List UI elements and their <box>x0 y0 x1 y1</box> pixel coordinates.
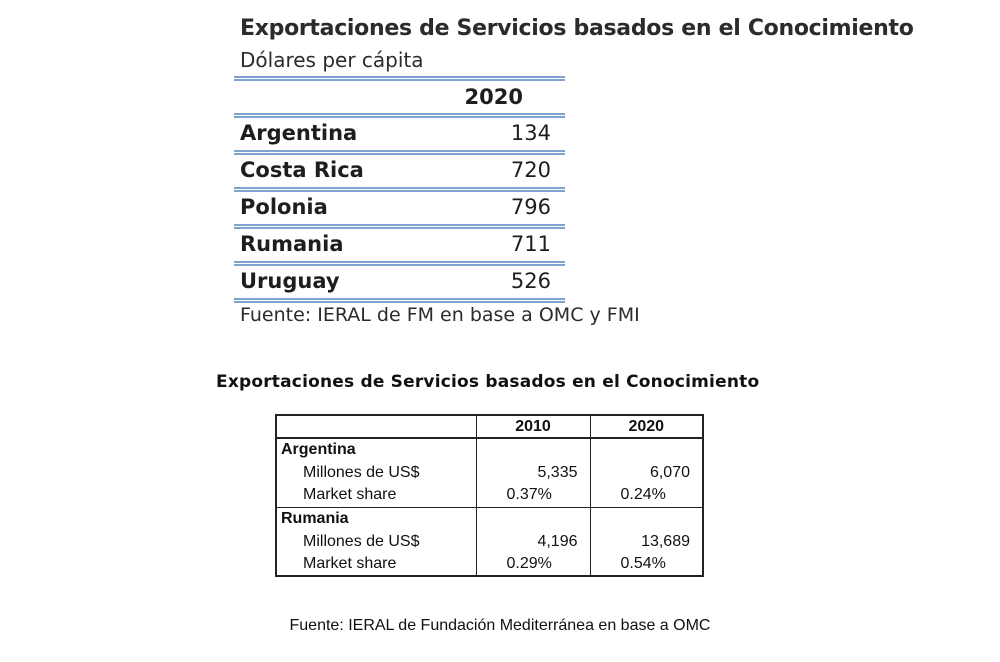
table-rule <box>234 76 565 81</box>
table-rule <box>234 113 565 118</box>
per-capita-value: 720 <box>510 158 551 182</box>
table-rule <box>234 298 565 303</box>
table-rule <box>234 150 565 155</box>
value-2010: 4,196 <box>475 530 591 553</box>
value-2010: 5,335 <box>475 461 591 484</box>
value-2020: 13,689 <box>589 530 704 553</box>
country-name: Rumania <box>240 232 344 256</box>
table1-subtitle: Dólares per cápita <box>240 48 424 72</box>
row-label: Millones de US$ <box>275 461 477 484</box>
table-rule <box>234 224 565 229</box>
group-label: Rumania <box>275 507 477 530</box>
table2-source: Fuente: IERAL de Fundación Mediterránea … <box>289 617 711 634</box>
empty-cell <box>589 507 704 530</box>
empty-cell <box>475 507 591 530</box>
header-empty-cell <box>275 414 477 439</box>
group-label: Argentina <box>275 438 477 461</box>
group-row-argentina: Argentina <box>275 438 704 461</box>
value-2020: 6,070 <box>589 461 704 484</box>
table2-header-row: 2010 2020 <box>275 414 704 439</box>
per-capita-table: 2020 Argentina 134 Costa Rica 720 Poloni… <box>234 76 565 303</box>
row-label: Market share <box>275 553 477 577</box>
empty-cell <box>589 438 704 461</box>
table-row: Millones de US$ 4,196 13,689 <box>275 530 704 553</box>
empty-cell <box>475 438 591 461</box>
table1-header-row: 2020 <box>234 81 565 113</box>
row-label: Millones de US$ <box>275 530 477 553</box>
table-row: Costa Rica 720 <box>234 155 565 187</box>
table-row: Market share 0.37% 0.24% <box>275 484 704 508</box>
table1-source: Fuente: IERAL de FM en base a OMC y FMI <box>240 304 640 326</box>
table2-title: Exportaciones de Servicios basados en el… <box>216 372 760 392</box>
header-2020: 2020 <box>589 414 704 439</box>
year-header: 2020 <box>464 85 523 109</box>
per-capita-value: 711 <box>510 232 551 256</box>
value-2020: 0.24% <box>589 484 704 508</box>
header-2010: 2010 <box>475 414 591 439</box>
per-capita-value: 796 <box>510 195 551 219</box>
table-rule <box>234 261 565 266</box>
table-row: Uruguay 526 <box>234 266 565 298</box>
country-name: Polonia <box>240 195 328 219</box>
exports-table: 2010 2020 Argentina Millones de US$ 5,33… <box>275 414 704 577</box>
value-2010: 0.37% <box>475 484 591 508</box>
country-name: Uruguay <box>240 269 340 293</box>
table-row: Polonia 796 <box>234 192 565 224</box>
country-name: Argentina <box>240 121 358 145</box>
row-label: Market share <box>275 484 477 508</box>
table-row: Market share 0.29% 0.54% <box>275 553 704 577</box>
value-2020: 0.54% <box>589 553 704 577</box>
table1-title: Exportaciones de Servicios basados en el… <box>240 16 914 41</box>
table-row: Millones de US$ 5,335 6,070 <box>275 461 704 484</box>
table-row: Rumania 711 <box>234 229 565 261</box>
table-rule <box>234 187 565 192</box>
table-row: Argentina 134 <box>234 118 565 150</box>
group-row-rumania: Rumania <box>275 507 704 530</box>
per-capita-value: 134 <box>510 121 551 145</box>
country-name: Costa Rica <box>240 158 364 182</box>
per-capita-value: 526 <box>510 269 551 293</box>
value-2010: 0.29% <box>475 553 591 577</box>
